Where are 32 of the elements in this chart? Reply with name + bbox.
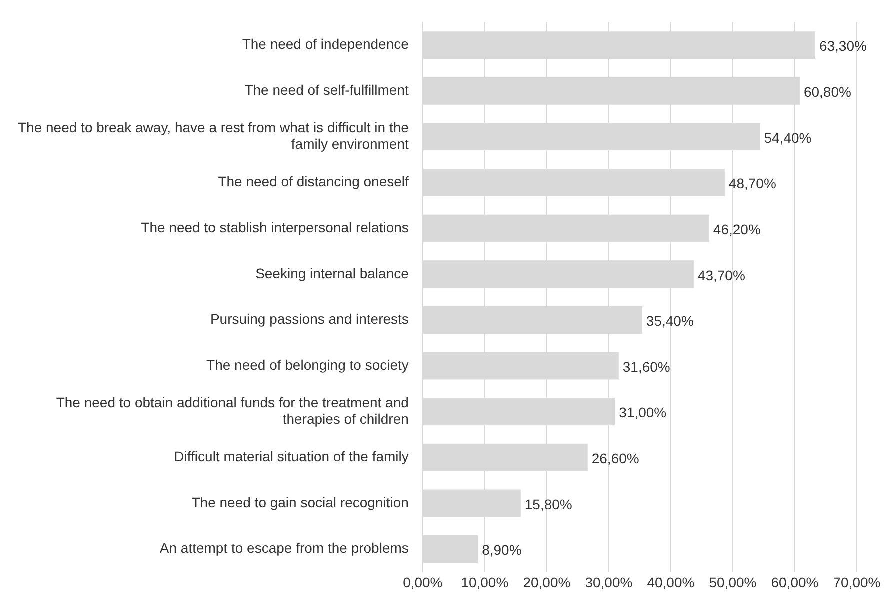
data-label: 31,60% [622,358,670,375]
data-label: 43,70% [698,267,746,284]
x-tick-label: 60,00% [771,574,819,590]
x-tick-label: 50,00% [709,574,757,590]
x-tick-label: 40,00% [647,574,695,590]
y-tick-label: The need of distancing oneself [218,174,409,190]
y-tick-label: The need of self-fulfillment [244,82,410,98]
x-tick-label: 70,00% [833,574,881,590]
y-tick-label: An attempt to escape from the problems [160,540,409,556]
y-tick-label: Seeking internal balance [256,265,410,282]
y-tick-label: The need to gain social recognition [192,494,409,510]
data-label: 31,00% [619,404,667,421]
y-tick-label: The need of belonging to society [206,356,409,373]
data-label: 26,60% [592,450,640,467]
data-label: 46,20% [713,221,761,238]
y-tick-label: The need of independence [242,36,410,52]
data-label: 54,40% [764,130,812,146]
data-label: 48,70% [728,176,776,192]
data-label: 35,40% [646,313,694,330]
y-tick-label: Pursuing passions and interests [210,311,409,328]
y-tick-label: The need to break away, have a rest from what is difficult in the family environment [18,119,410,152]
data-label: 15,80% [524,496,572,512]
data-label: 63,30% [819,38,867,54]
y-tick-label: The need to obtain additional funds for the treatment and therapies of children [56,394,409,428]
y-tick-label: The need to stablish interpersonal relations [141,219,409,236]
x-tick-label: 10,00% [461,574,509,590]
x-tick-label: 0,00% [403,574,443,590]
data-label: 60,80% [804,84,852,100]
y-tick-label: Difficult material situation of the family [174,448,409,465]
x-tick-label: 20,00% [523,574,571,590]
data-label: 8,90% [482,542,522,558]
x-tick-label: 30,00% [585,574,633,590]
